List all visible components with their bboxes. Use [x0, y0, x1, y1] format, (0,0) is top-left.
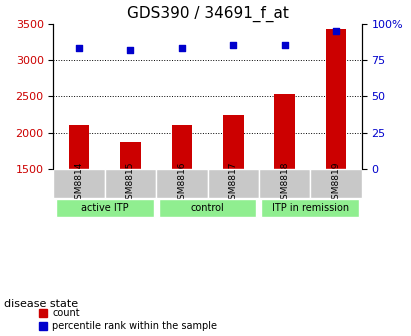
Bar [120, 142, 141, 278]
Bar [275, 94, 295, 278]
Text: GSM8815: GSM8815 [126, 162, 135, 205]
FancyBboxPatch shape [156, 169, 208, 198]
Point [76, 46, 82, 51]
FancyBboxPatch shape [208, 169, 259, 198]
FancyBboxPatch shape [259, 169, 310, 198]
Bar [223, 115, 243, 278]
Text: GSM8816: GSM8816 [178, 162, 186, 205]
Bar [69, 125, 90, 278]
Text: disease state: disease state [4, 299, 78, 309]
FancyBboxPatch shape [53, 169, 105, 198]
Text: GSM8819: GSM8819 [332, 162, 340, 205]
FancyBboxPatch shape [261, 199, 359, 217]
Text: GSM8814: GSM8814 [75, 162, 83, 205]
Point [127, 47, 134, 52]
Point [333, 28, 339, 34]
Text: ITP in remission: ITP in remission [272, 203, 349, 213]
FancyBboxPatch shape [310, 169, 362, 198]
Bar [172, 125, 192, 278]
FancyBboxPatch shape [159, 199, 256, 217]
Point [230, 43, 237, 48]
Text: control: control [191, 203, 224, 213]
Title: GDS390 / 34691_f_at: GDS390 / 34691_f_at [127, 6, 289, 22]
Point [281, 43, 288, 48]
Point [178, 46, 185, 51]
Legend: count, percentile rank within the sample: count, percentile rank within the sample [38, 308, 217, 331]
FancyBboxPatch shape [105, 169, 156, 198]
FancyBboxPatch shape [56, 199, 154, 217]
Bar [326, 29, 346, 278]
Text: active ITP: active ITP [81, 203, 129, 213]
Text: GSM8818: GSM8818 [280, 162, 289, 205]
Text: GSM8817: GSM8817 [229, 162, 238, 205]
